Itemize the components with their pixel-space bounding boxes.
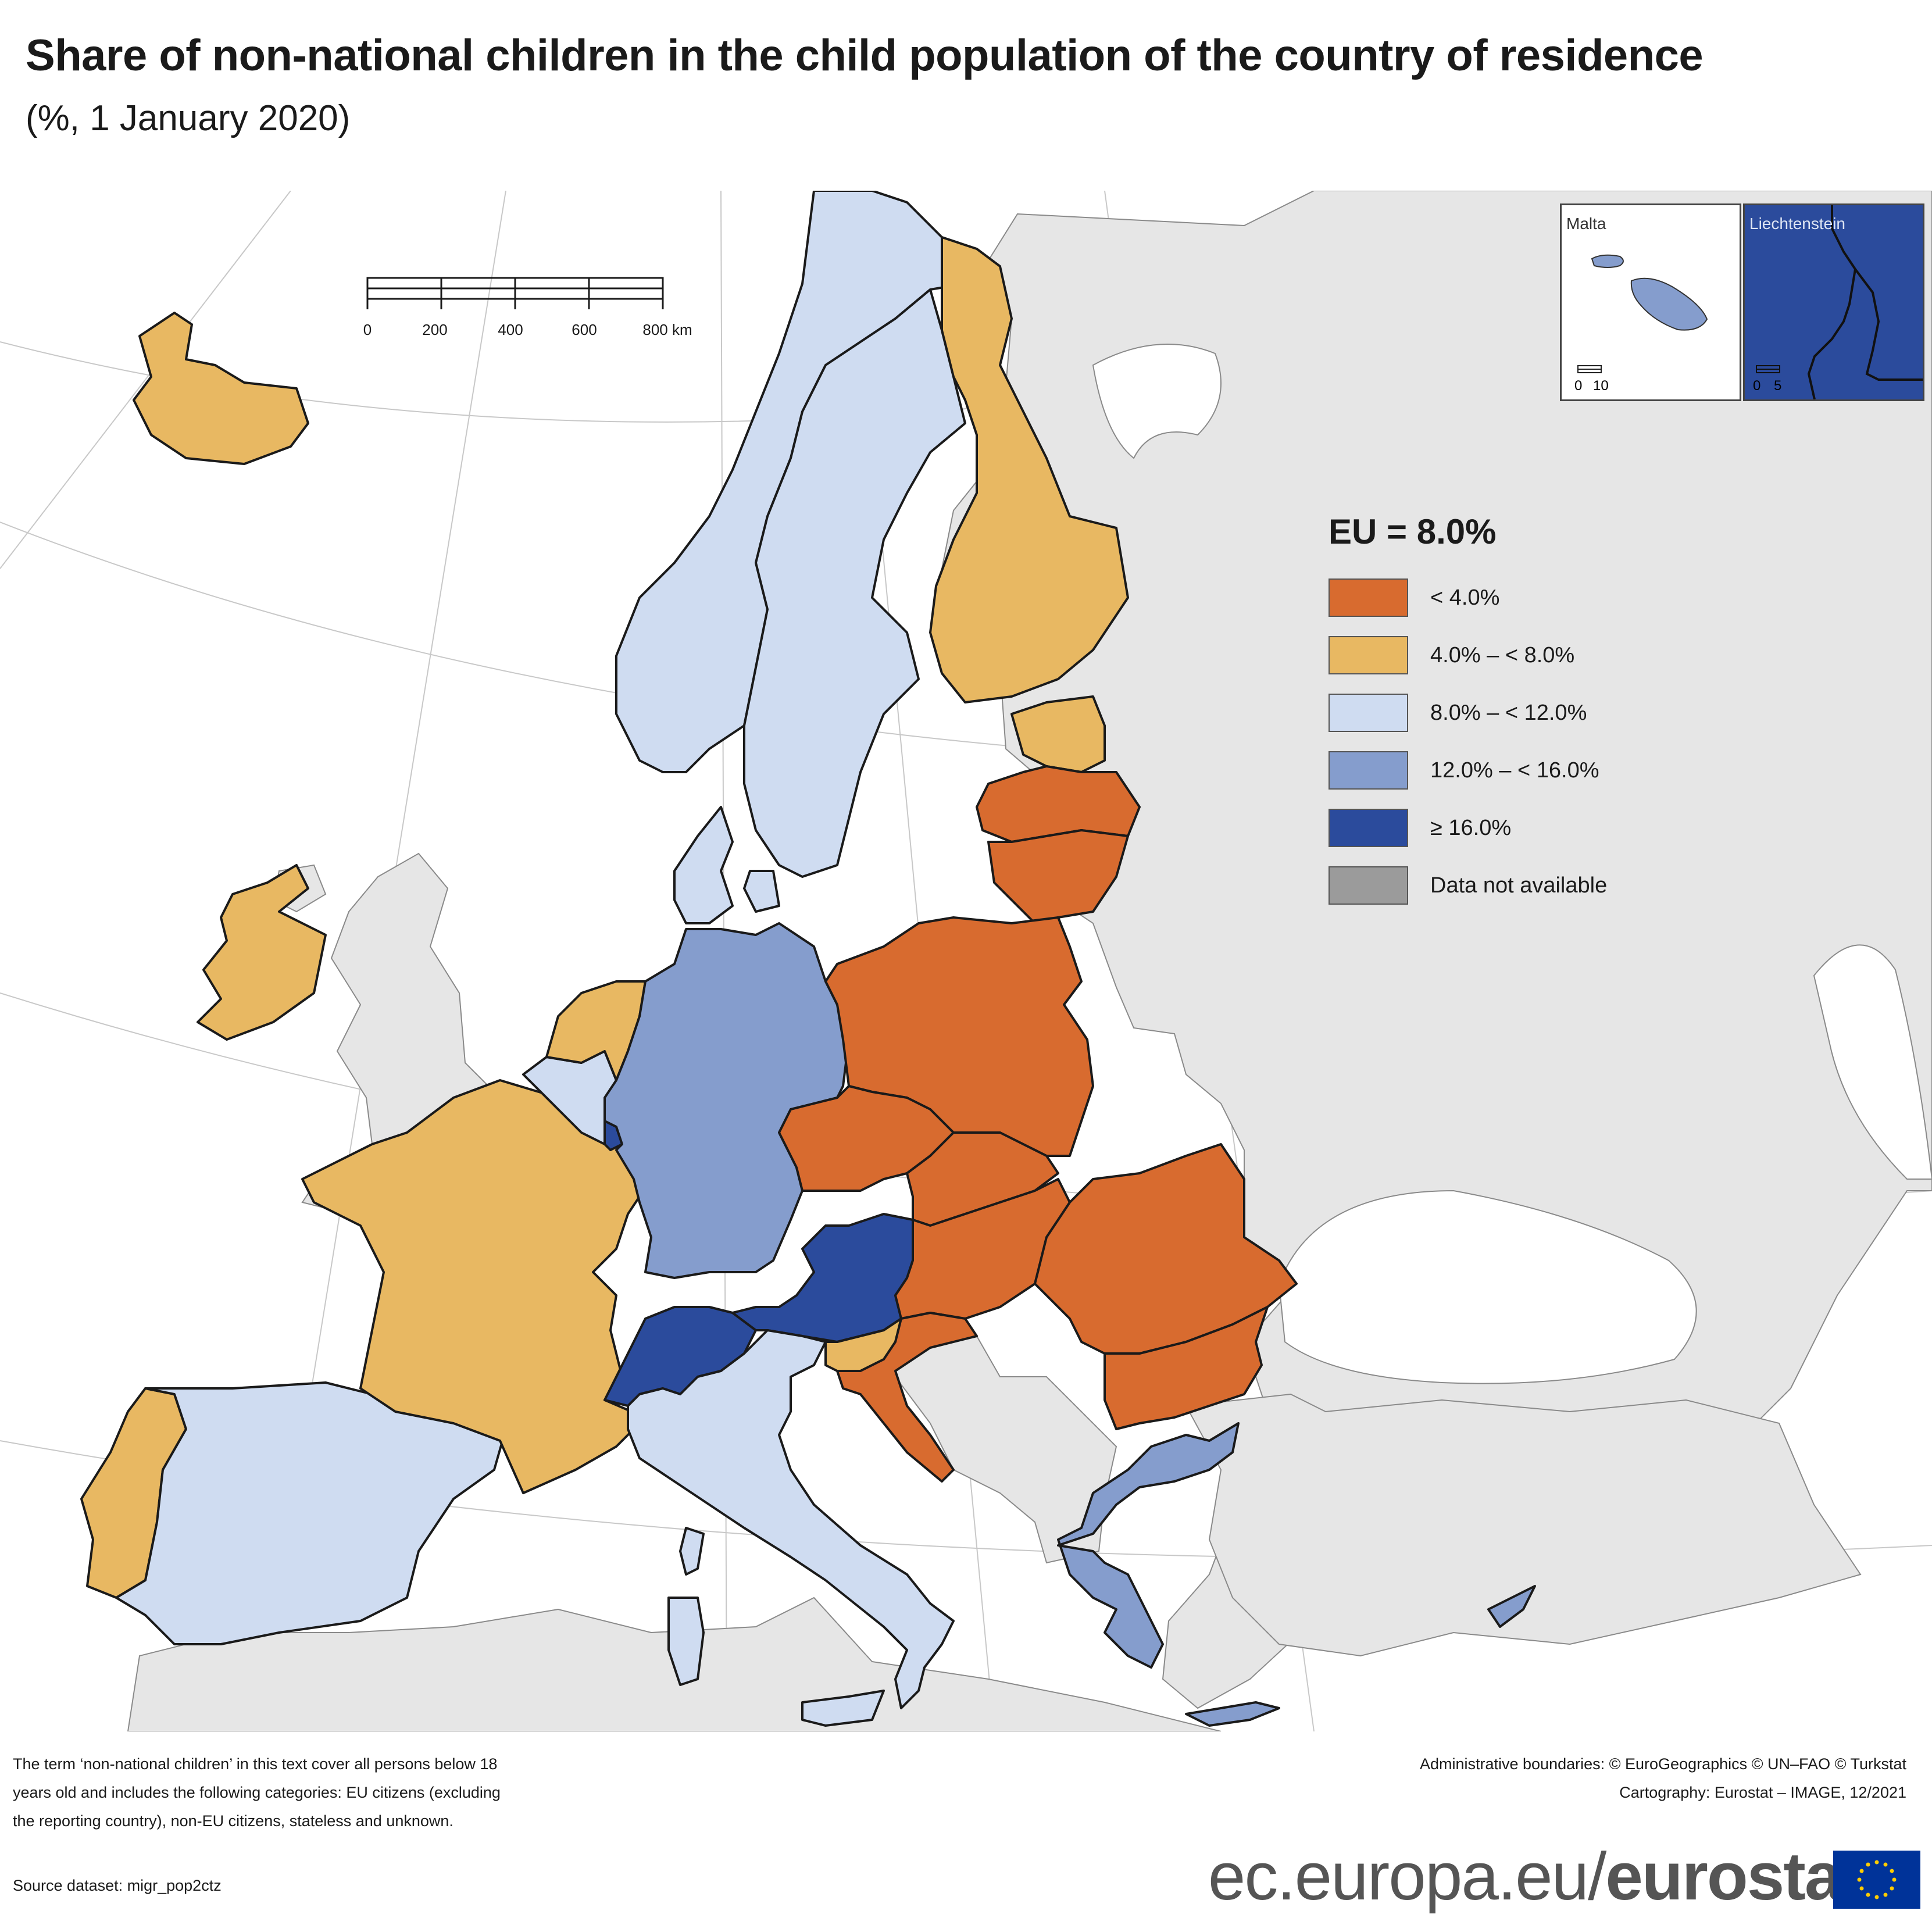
country-sardinia: [667, 1597, 705, 1686]
country-cyprus: [1487, 1585, 1536, 1628]
legend-label: Data not available: [1430, 873, 1608, 898]
country-layer: [80, 191, 1536, 1727]
credits: Administrative boundaries: © EuroGeograp…: [1420, 1750, 1906, 1807]
malta-scale-tick-0: 0: [1574, 378, 1582, 394]
country-estonia: [1010, 695, 1106, 773]
legend-label: ≥ 16.0%: [1430, 815, 1512, 840]
flag-star: [1892, 1877, 1897, 1882]
map-subtitle: (%, 1 January 2020): [26, 98, 351, 138]
boundaries-credit: Administrative boundaries: © EuroGeograp…: [1419, 1755, 1906, 1773]
liechtenstein-scale-tick-0: 0: [1753, 378, 1760, 394]
malta-scale-tick-1: 10: [1593, 378, 1609, 394]
flag-star: [1859, 1869, 1864, 1873]
turkey: [1185, 1393, 1862, 1657]
scale-bar: [366, 277, 664, 309]
cartography-credit: Cartography: Eurostat – IMAGE, 12/2021: [1619, 1784, 1906, 1801]
legend-item: 12.0% – < 16.0%: [1329, 750, 1607, 791]
legend-label: 8.0% – < 12.0%: [1430, 700, 1587, 725]
caspian-sea: [1813, 944, 1932, 1180]
eu-flag-icon: [1833, 1851, 1920, 1909]
liechtenstein-border: [1807, 205, 1857, 399]
europe-map: [0, 191, 1932, 1731]
legend-swatch: [1329, 578, 1408, 617]
country-greece: [1057, 1422, 1240, 1669]
malta-inset-map: 0 10: [1574, 254, 1708, 394]
liechtenstein-inset-map: 0 5: [1753, 205, 1923, 399]
country-finland: [929, 236, 1129, 703]
legend-swatch: [1329, 694, 1408, 732]
malta-island: [1630, 277, 1708, 331]
source-dataset: Source dataset: migr_pop2ctz: [13, 1877, 222, 1894]
malta-inset-label: Malta: [1566, 215, 1606, 233]
scale-tick-label: 0: [363, 321, 372, 338]
country-lithuania: [987, 829, 1129, 924]
legend-heading: EU = 8.0%: [1329, 512, 1497, 551]
legend-swatch: [1329, 636, 1408, 674]
country-denmark: [673, 806, 734, 924]
country-sicily: [801, 1690, 885, 1727]
western-balkans: [888, 1335, 1117, 1564]
flag-star: [1859, 1886, 1864, 1891]
flag-star: [1874, 1860, 1879, 1865]
flag-star: [1883, 1862, 1888, 1867]
gozo: [1591, 254, 1624, 268]
white-sea-and-lakes: [1092, 344, 1222, 459]
liechtenstein-inset: Liechtenstein 0 5: [1743, 203, 1924, 401]
footnote: The term ‘non-national children’ in this…: [13, 1755, 501, 1830]
scale-tick-label: 600: [572, 321, 597, 338]
flag-star: [1883, 1892, 1888, 1897]
country-corsica: [679, 1527, 705, 1576]
brand-prefix: ec.europa.eu/: [1208, 1838, 1606, 1914]
legend: EU = 8.0% < 4.0% 4.0% – < 8.0% 8.0% – < …: [1329, 512, 1607, 923]
legend-item: 8.0% – < 12.0%: [1329, 692, 1607, 733]
flag-star: [1866, 1892, 1870, 1897]
flag-star: [1890, 1886, 1894, 1891]
legend-swatch: [1329, 809, 1408, 847]
scale-tick-label: 400: [498, 321, 523, 338]
country-germany: [603, 922, 850, 1279]
liechtenstein-scale-tick-1: 5: [1774, 378, 1781, 394]
country-ireland: [197, 864, 327, 1041]
legend-item: Data not available: [1329, 865, 1607, 906]
scale-tick-label: 800 km: [642, 321, 692, 338]
flag-star: [1857, 1877, 1862, 1882]
map-title: Share of non-national children in the ch…: [26, 31, 1704, 80]
legend-swatch: [1329, 866, 1408, 905]
liechtenstein-inset-label: Liechtenstein: [1749, 215, 1846, 233]
scale-tick-label: 200: [422, 321, 448, 338]
legend-item: ≥ 16.0%: [1329, 808, 1607, 848]
flag-star: [1890, 1869, 1894, 1873]
country-croatia: [836, 1312, 978, 1483]
legend-swatch: [1329, 751, 1408, 790]
malta-inset: Malta 0 10: [1560, 203, 1741, 401]
legend-label: 4.0% – < 8.0%: [1430, 642, 1575, 667]
country-italy: [627, 1329, 955, 1709]
country-romania: [1034, 1143, 1298, 1355]
country-bulgaria: [1104, 1306, 1269, 1430]
brand-name: eurostat: [1605, 1838, 1863, 1914]
black-sea: [1278, 1190, 1697, 1384]
country-crete: [1185, 1701, 1280, 1727]
legend-item: < 4.0%: [1329, 577, 1607, 618]
liechtenstein-border-east: [1854, 268, 1923, 381]
legend-label: < 4.0%: [1430, 585, 1500, 610]
flag-star: [1874, 1895, 1879, 1899]
legend-item: 4.0% – < 8.0%: [1329, 635, 1607, 676]
flag-star: [1866, 1862, 1870, 1867]
country-zealand: [743, 870, 780, 913]
legend-label: 12.0% – < 16.0%: [1430, 758, 1599, 783]
eurostat-brand[interactable]: ec.europa.eu/eurostat: [1208, 1837, 1863, 1915]
country-iceland: [133, 312, 309, 465]
